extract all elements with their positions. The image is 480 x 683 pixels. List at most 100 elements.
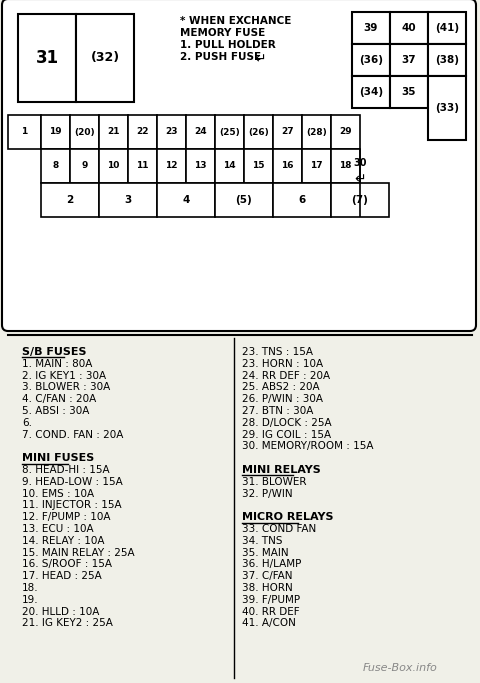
Text: S/B FUSES: S/B FUSES bbox=[22, 347, 86, 357]
Text: 10. EMS : 10A: 10. EMS : 10A bbox=[22, 488, 94, 499]
Text: 1. PULL HOLDER: 1. PULL HOLDER bbox=[180, 40, 276, 50]
Text: (7): (7) bbox=[351, 195, 369, 205]
Bar bbox=[331, 149, 360, 183]
Bar bbox=[186, 115, 215, 149]
Text: 11: 11 bbox=[136, 161, 149, 171]
Bar bbox=[428, 12, 466, 44]
Text: (20): (20) bbox=[74, 128, 95, 137]
Bar bbox=[390, 76, 428, 108]
Text: 7. COND. FAN : 20A: 7. COND. FAN : 20A bbox=[22, 430, 123, 440]
Text: 4. C/FAN : 20A: 4. C/FAN : 20A bbox=[22, 394, 96, 404]
Bar bbox=[186, 149, 215, 183]
Bar bbox=[157, 115, 186, 149]
Bar bbox=[41, 149, 70, 183]
Text: 6.: 6. bbox=[22, 418, 32, 428]
Bar bbox=[99, 183, 157, 217]
Text: (33): (33) bbox=[435, 103, 459, 113]
Bar bbox=[8, 115, 41, 149]
Text: 6: 6 bbox=[299, 195, 306, 205]
Text: * WHEN EXCHANCE: * WHEN EXCHANCE bbox=[180, 16, 291, 26]
Text: 33. COND FAN: 33. COND FAN bbox=[242, 524, 316, 534]
Bar bbox=[215, 149, 244, 183]
Text: (36): (36) bbox=[359, 55, 383, 65]
Bar bbox=[99, 115, 128, 149]
Bar bbox=[76, 14, 134, 102]
Bar bbox=[302, 115, 331, 149]
Bar bbox=[41, 183, 99, 217]
Bar bbox=[390, 44, 428, 76]
Bar bbox=[331, 183, 389, 217]
Text: 41. A/CON: 41. A/CON bbox=[242, 618, 296, 628]
Text: 35: 35 bbox=[402, 87, 416, 97]
Text: 2: 2 bbox=[66, 195, 73, 205]
Text: 10: 10 bbox=[108, 161, 120, 171]
Text: 30. MEMORY/ROOM : 15A: 30. MEMORY/ROOM : 15A bbox=[242, 441, 373, 451]
Bar bbox=[244, 115, 273, 149]
Text: 8. HEAD-HI : 15A: 8. HEAD-HI : 15A bbox=[22, 465, 109, 475]
Text: 40. RR DEF: 40. RR DEF bbox=[242, 607, 300, 617]
Bar bbox=[352, 12, 390, 44]
Text: 1: 1 bbox=[22, 128, 28, 137]
Bar bbox=[428, 76, 466, 140]
Bar bbox=[428, 44, 466, 76]
Text: 15: 15 bbox=[252, 161, 265, 171]
Text: 2. IG KEY1 : 30A: 2. IG KEY1 : 30A bbox=[22, 371, 106, 380]
Bar bbox=[157, 149, 186, 183]
Text: (26): (26) bbox=[248, 128, 269, 137]
Text: 34. TNS: 34. TNS bbox=[242, 535, 283, 546]
Text: 19: 19 bbox=[49, 128, 62, 137]
Text: 23: 23 bbox=[165, 128, 178, 137]
Text: 2. PUSH FUSE: 2. PUSH FUSE bbox=[180, 52, 261, 62]
Text: 18.: 18. bbox=[22, 583, 38, 593]
Bar bbox=[273, 183, 331, 217]
Bar bbox=[70, 149, 99, 183]
Text: (38): (38) bbox=[435, 55, 459, 65]
Bar bbox=[273, 115, 302, 149]
Bar bbox=[331, 115, 360, 149]
Text: 11. INJECTOR : 15A: 11. INJECTOR : 15A bbox=[22, 501, 121, 510]
Bar bbox=[128, 149, 157, 183]
Text: 9: 9 bbox=[81, 161, 88, 171]
Bar bbox=[99, 149, 128, 183]
Bar bbox=[70, 115, 99, 149]
Text: (28): (28) bbox=[306, 128, 327, 137]
Text: 32. P/WIN: 32. P/WIN bbox=[242, 488, 293, 499]
Text: MICRO RELAYS: MICRO RELAYS bbox=[242, 512, 334, 522]
Text: MINI RELAYS: MINI RELAYS bbox=[242, 465, 321, 475]
Text: 14. RELAY : 10A: 14. RELAY : 10A bbox=[22, 535, 105, 546]
Bar bbox=[302, 149, 331, 183]
Text: 21: 21 bbox=[107, 128, 120, 137]
Text: 37. C/FAN: 37. C/FAN bbox=[242, 571, 292, 581]
Text: 12: 12 bbox=[165, 161, 178, 171]
Text: (32): (32) bbox=[90, 51, 120, 64]
Text: Fuse-Box.info: Fuse-Box.info bbox=[362, 663, 437, 673]
Text: 24. RR DEF : 20A: 24. RR DEF : 20A bbox=[242, 371, 330, 380]
Bar bbox=[352, 76, 390, 108]
Text: 38. HORN: 38. HORN bbox=[242, 583, 293, 593]
Text: ↵: ↵ bbox=[354, 173, 366, 186]
Text: (41): (41) bbox=[435, 23, 459, 33]
Text: 26. P/WIN : 30A: 26. P/WIN : 30A bbox=[242, 394, 323, 404]
FancyBboxPatch shape bbox=[2, 0, 476, 331]
Text: ↵: ↵ bbox=[254, 52, 265, 66]
Bar bbox=[215, 115, 244, 149]
Bar bbox=[273, 149, 302, 183]
Text: 35. MAIN: 35. MAIN bbox=[242, 548, 288, 557]
Bar bbox=[390, 12, 428, 44]
Text: 37: 37 bbox=[402, 55, 416, 65]
Text: (5): (5) bbox=[236, 195, 252, 205]
Text: 3. BLOWER : 30A: 3. BLOWER : 30A bbox=[22, 382, 110, 393]
Text: (25): (25) bbox=[219, 128, 240, 137]
Text: 19.: 19. bbox=[22, 595, 38, 605]
Bar bbox=[157, 183, 215, 217]
Bar bbox=[128, 115, 157, 149]
Text: 21. IG KEY2 : 25A: 21. IG KEY2 : 25A bbox=[22, 618, 113, 628]
Text: 27. BTN : 30A: 27. BTN : 30A bbox=[242, 406, 313, 416]
Text: 25. ABS2 : 20A: 25. ABS2 : 20A bbox=[242, 382, 320, 393]
Text: 5. ABSI : 30A: 5. ABSI : 30A bbox=[22, 406, 89, 416]
Text: 15. MAIN RELAY : 25A: 15. MAIN RELAY : 25A bbox=[22, 548, 134, 557]
Text: 4: 4 bbox=[182, 195, 190, 205]
Text: 13. ECU : 10A: 13. ECU : 10A bbox=[22, 524, 94, 534]
Text: 23. TNS : 15A: 23. TNS : 15A bbox=[242, 347, 313, 357]
Text: 27: 27 bbox=[281, 128, 294, 137]
